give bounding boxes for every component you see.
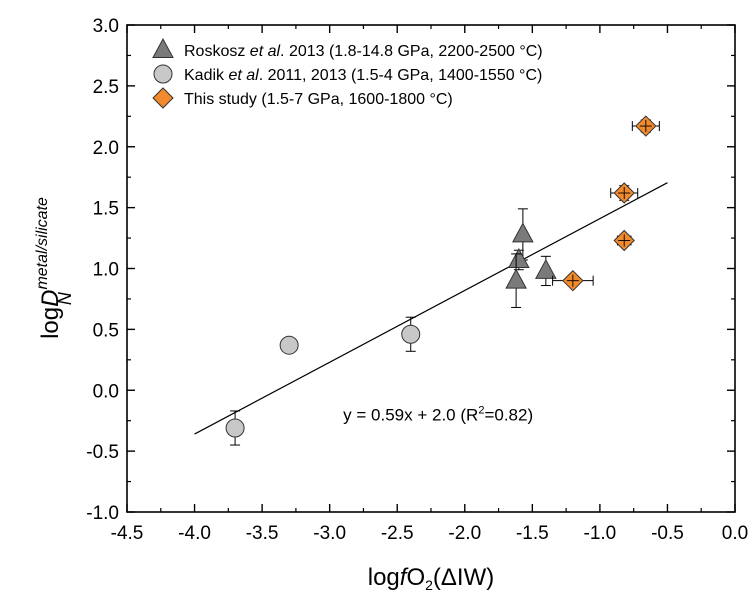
x-title-part: log bbox=[368, 564, 400, 591]
x-tick-label: -3.5 bbox=[246, 523, 279, 544]
x-tick-label: 0.0 bbox=[722, 523, 748, 544]
legend-marker-circle bbox=[153, 64, 173, 84]
fit-equation-part: =0.82) bbox=[484, 406, 533, 425]
y-axis-title: logDmetal/silicate N bbox=[34, 197, 75, 339]
x-title-sub: 2 bbox=[425, 577, 433, 593]
legend-text-italic: et al bbox=[228, 67, 259, 84]
y-tick-label: 2.0 bbox=[93, 138, 119, 159]
y-tick-label: 3.0 bbox=[93, 16, 119, 37]
x-title-part: (ΔIW) bbox=[433, 564, 494, 591]
legend-text-part: Roskosz bbox=[184, 43, 250, 60]
legend-entry-label: Roskosz et al. 2013 (1.8-14.8 GPa, 2200-… bbox=[184, 43, 543, 60]
legend-text-part: . 2013 (1.8-14.8 GPa, 2200-2500 °C) bbox=[280, 43, 543, 60]
data-point-circle bbox=[279, 335, 299, 355]
y-axis: -1.0 -0.5 0.0 0.5 1.0 1.5 2.0 2.5 3.0 bbox=[86, 16, 735, 524]
y-tick-label: -1.0 bbox=[86, 503, 119, 524]
fit-equation-sup: 2 bbox=[478, 405, 484, 417]
x-tick-label: -2.0 bbox=[448, 523, 481, 544]
data-points bbox=[225, 115, 660, 446]
data-point-circle bbox=[401, 324, 421, 344]
y-title-sup: metal/silicate bbox=[34, 197, 51, 290]
y-tick-label: 0.5 bbox=[93, 320, 119, 341]
data-point-triangle bbox=[507, 247, 530, 268]
legend-text-part: Kadik bbox=[184, 67, 228, 84]
legend-text-italic: et al bbox=[250, 43, 281, 60]
y-tick-label: 2.5 bbox=[93, 77, 119, 98]
fit-line-group bbox=[194, 182, 668, 435]
x-tick-label: -2.5 bbox=[381, 523, 414, 544]
x-tick-label: -1.0 bbox=[584, 523, 617, 544]
annotation-group: y = 0.59x + 2.0 (R2=0.82) bbox=[343, 405, 533, 425]
data-point-circle bbox=[225, 418, 245, 438]
axis-titles: logfO2(ΔIW)logDmetal/silicateN bbox=[34, 197, 494, 593]
y-title-italic: D bbox=[37, 290, 64, 307]
y-tick-label: -0.5 bbox=[86, 442, 119, 463]
legend-marker-diamond bbox=[152, 87, 174, 109]
legend-text-part: . 2011, 2013 (1.5-4 GPa, 1400-1550 °C) bbox=[259, 67, 543, 84]
x-tick-label: -4.5 bbox=[111, 523, 144, 544]
data-point-triangle bbox=[535, 258, 557, 279]
x-tick-label: -0.5 bbox=[651, 523, 684, 544]
fit-equation: y = 0.59x + 2.0 (R2=0.82) bbox=[343, 405, 533, 425]
y-tick-label: 0.0 bbox=[93, 381, 119, 402]
y-title-sub: N bbox=[55, 291, 75, 305]
data-point-triangle bbox=[505, 268, 527, 289]
legend-marker-triangle bbox=[152, 37, 174, 58]
data-point-triangle bbox=[512, 222, 534, 243]
x-title-part: O bbox=[406, 564, 425, 591]
y-tick-label: 1.5 bbox=[93, 199, 119, 220]
legend-entry-label: This study (1.5-7 GPa, 1600-1800 °C) bbox=[184, 91, 453, 108]
x-tick-label: -1.5 bbox=[516, 523, 549, 544]
x-title-italic: f bbox=[400, 564, 409, 591]
y-tick-label: 1.0 bbox=[93, 260, 119, 281]
x-tick-label: -4.0 bbox=[178, 523, 211, 544]
fit-equation-part: y = 0.59x + 2.0 (R bbox=[343, 406, 478, 425]
fit-line bbox=[194, 182, 668, 435]
legend-text-part: This study (1.5-7 GPa, 1600-1800 °C) bbox=[184, 91, 453, 108]
x-axis: -4.5 -4.0 -3.5 -3.0 -2.5 -2.0 -1.5 -1.0 -0.5 0.0 bbox=[111, 25, 748, 544]
y-title-part: log bbox=[37, 307, 64, 339]
x-axis-title: logfO2(ΔIW) bbox=[368, 564, 495, 593]
x-tick-label: -3.0 bbox=[313, 523, 346, 544]
legend-entry-label: Kadik et al. 2011, 2013 (1.5-4 GPa, 1400… bbox=[184, 67, 542, 84]
legend: Roskosz et al. 2013 (1.8-14.8 GPa, 2200-… bbox=[152, 37, 543, 109]
